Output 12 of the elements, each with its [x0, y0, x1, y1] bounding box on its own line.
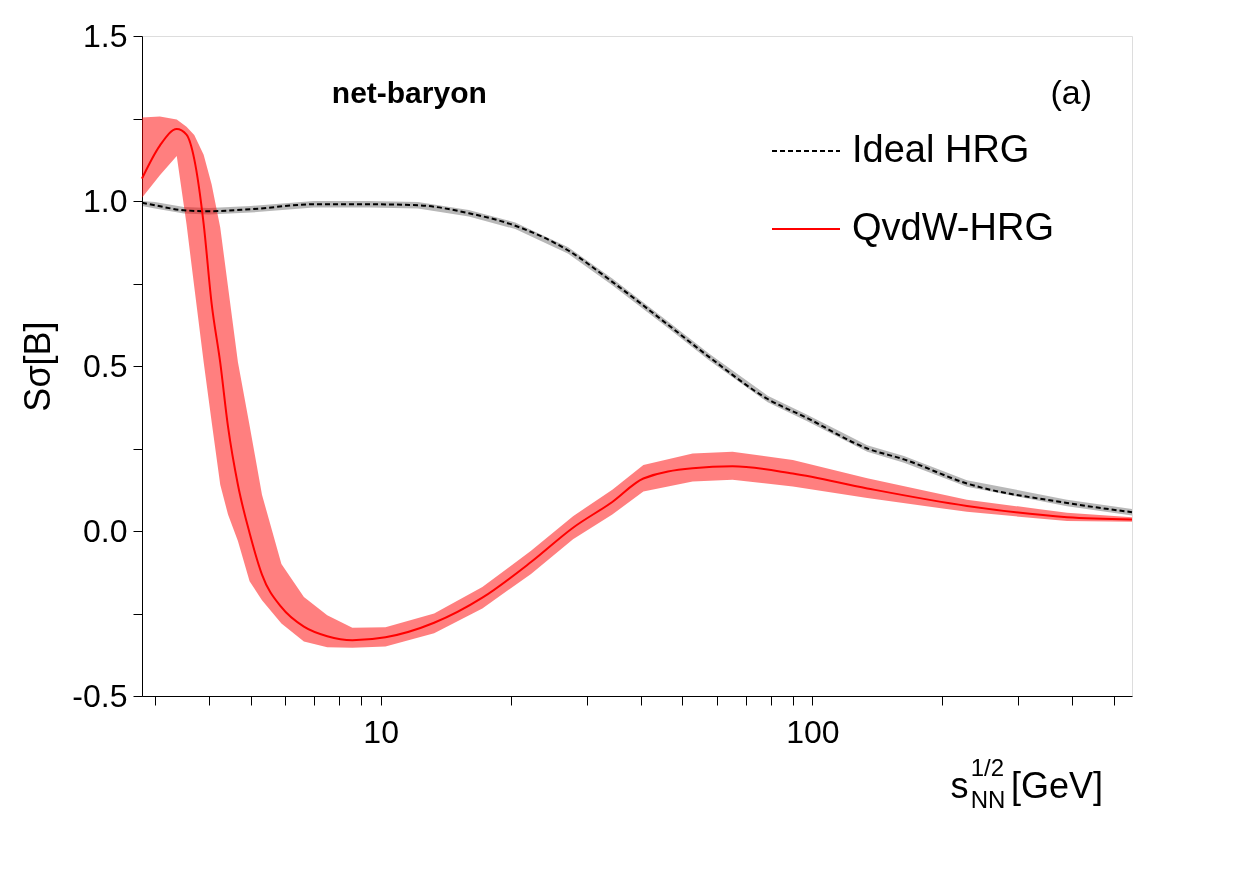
- y-axis-title: Sσ[B]: [17, 321, 59, 412]
- x-tick-label: 100: [786, 713, 840, 750]
- y-tick-label: 1.0: [83, 182, 128, 219]
- legend-label: Ideal HRG: [852, 128, 1030, 170]
- annotation: (a): [1050, 73, 1092, 111]
- y-tick-label: -0.5: [72, 677, 128, 714]
- annotation: net-baryon: [331, 76, 487, 109]
- x-tick-label: 10: [363, 713, 399, 750]
- y-tick-label: 0.5: [83, 347, 128, 384]
- y-tick-label: 0.0: [83, 512, 128, 549]
- y-tick-label: 1.5: [83, 17, 128, 54]
- legend-label: QvdW-HRG: [852, 206, 1054, 248]
